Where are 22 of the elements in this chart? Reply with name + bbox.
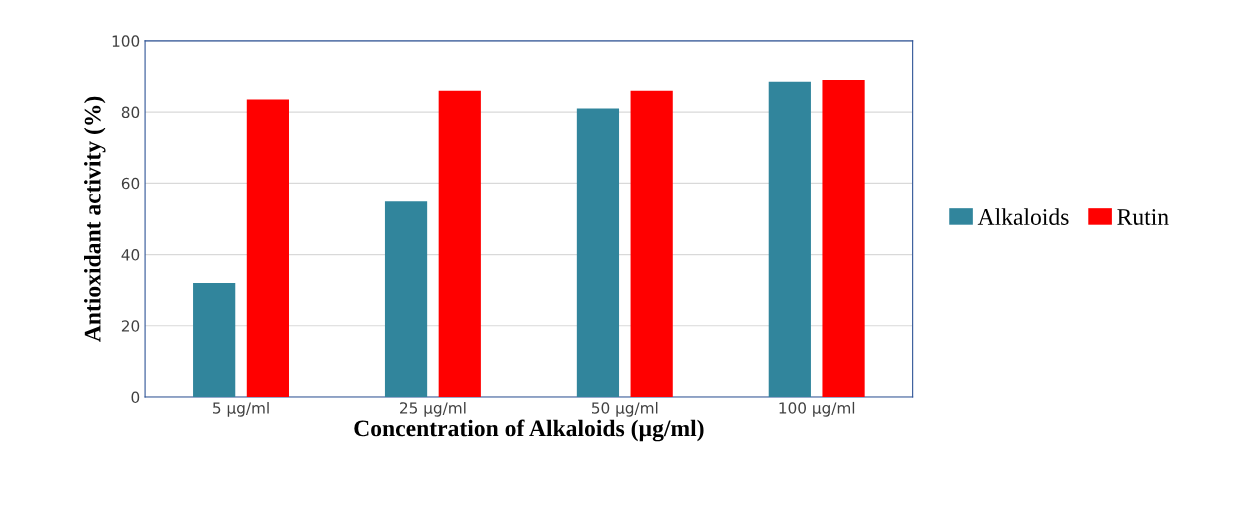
bar	[193, 283, 236, 398]
bar	[246, 99, 289, 398]
y-tick-label: 100	[112, 35, 140, 47]
legend-label: Rutin	[1117, 209, 1169, 225]
x-axis-title: Concentration of Alkaloids (µg/ml)	[354, 419, 704, 442]
y-axis-title: Antioxidant activity (%)	[84, 96, 106, 343]
y-tick-label: 80	[121, 106, 140, 119]
y-tick-label: 40	[121, 249, 140, 261]
legend-label: Alkaloids	[977, 208, 1069, 225]
bar	[384, 201, 428, 398]
y-tick-label: 60	[121, 177, 140, 190]
bar	[822, 80, 865, 398]
bar	[438, 90, 481, 398]
x-tick-label: 50 µg/ml	[591, 401, 658, 417]
x-tick-label: 100 µg/ml	[779, 401, 855, 417]
bar	[576, 108, 620, 398]
bar	[768, 81, 811, 398]
bar	[630, 90, 673, 398]
x-tick-label: 5 µg/ml	[213, 401, 269, 417]
x-tick-label: 25 µg/ml	[400, 401, 466, 417]
y-tick-label: 0	[131, 391, 140, 404]
y-tick-label: 20	[121, 320, 140, 332]
